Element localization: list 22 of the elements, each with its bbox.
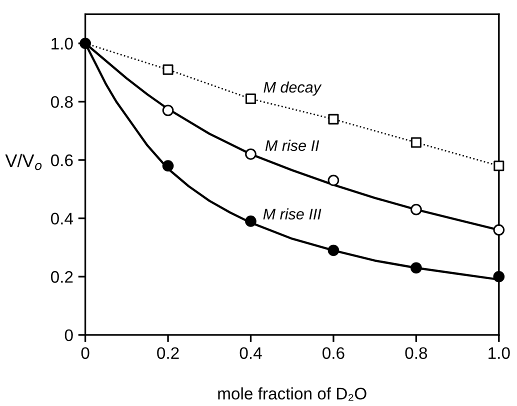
x-tick-label: 0.4 [240, 347, 262, 359]
y-tick-label: 1.0 [52, 38, 73, 50]
y-tick-label: 0.4 [50, 212, 74, 225]
x-tick-label: 1.0 [488, 347, 510, 359]
y-tick-label: 0.8 [50, 96, 73, 108]
series-label: M decay [264, 81, 322, 96]
series-label: M rise III [263, 208, 322, 220]
y-tick-label: 0.2 [50, 271, 73, 283]
x-tick-label: 0.6 [322, 347, 344, 359]
x-axis-title: mole fraction of D₂O [218, 387, 366, 401]
y-tick-label: 0 [64, 329, 73, 342]
x-tick-label: 0.8 [405, 347, 428, 359]
point [410, 137, 422, 148]
point [162, 64, 174, 75]
point [245, 94, 256, 104]
y-tick-label: 0.6 [50, 154, 73, 166]
x-tick-label: 0 [81, 347, 90, 359]
x-tick-label: 0.2 [157, 347, 179, 359]
series-label: M rise II [265, 140, 320, 151]
point [494, 160, 504, 172]
point [328, 114, 339, 124]
y-axis-title: V/V$_{o}$ [5, 154, 42, 170]
